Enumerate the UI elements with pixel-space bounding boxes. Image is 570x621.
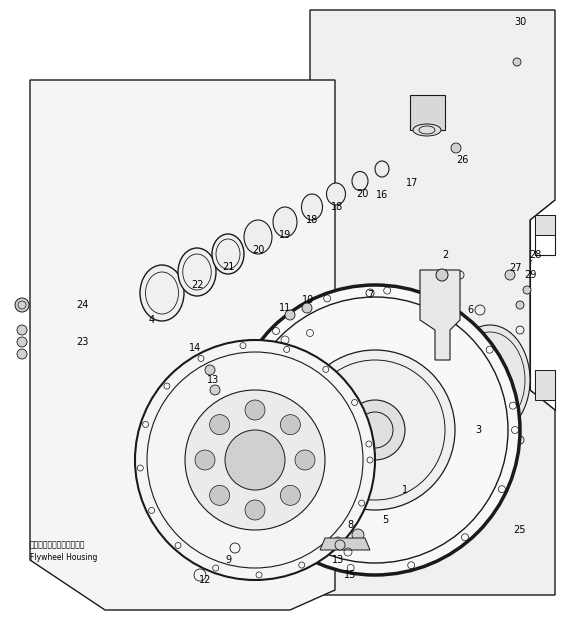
Circle shape — [15, 298, 29, 312]
Circle shape — [280, 415, 300, 435]
Text: 12: 12 — [199, 575, 211, 585]
Circle shape — [17, 325, 27, 335]
Text: 19: 19 — [279, 230, 291, 240]
Circle shape — [280, 486, 300, 505]
Text: フライホイールハウジング: フライホイールハウジング — [30, 540, 86, 550]
Circle shape — [516, 301, 524, 309]
Ellipse shape — [178, 248, 216, 296]
Text: 8: 8 — [347, 520, 353, 530]
Circle shape — [17, 349, 27, 359]
Text: 30: 30 — [514, 17, 526, 27]
Circle shape — [352, 529, 364, 541]
Text: 25: 25 — [514, 525, 526, 535]
Circle shape — [230, 285, 520, 575]
Text: 23: 23 — [76, 337, 88, 347]
Text: 20: 20 — [252, 245, 264, 255]
Text: 17: 17 — [406, 178, 418, 188]
Text: 22: 22 — [191, 280, 203, 290]
Text: 11: 11 — [279, 303, 291, 313]
Circle shape — [295, 350, 455, 510]
Text: 18: 18 — [306, 215, 318, 225]
Circle shape — [302, 303, 312, 313]
Text: 21: 21 — [222, 262, 234, 272]
Polygon shape — [535, 215, 555, 235]
Circle shape — [195, 450, 215, 470]
Text: 27: 27 — [509, 263, 521, 273]
Text: 13: 13 — [332, 555, 344, 565]
Circle shape — [17, 337, 27, 347]
Text: 7: 7 — [367, 290, 373, 300]
Ellipse shape — [140, 265, 184, 321]
Circle shape — [285, 310, 295, 320]
Circle shape — [451, 143, 461, 153]
Ellipse shape — [352, 171, 368, 191]
Circle shape — [185, 390, 325, 530]
Text: Flywheel Housing: Flywheel Housing — [30, 553, 97, 563]
Text: 29: 29 — [524, 270, 536, 280]
Text: 26: 26 — [456, 155, 468, 165]
Text: 20: 20 — [356, 189, 368, 199]
Text: 18: 18 — [331, 202, 343, 212]
Ellipse shape — [327, 183, 345, 205]
Circle shape — [225, 430, 285, 490]
Circle shape — [335, 540, 345, 550]
Circle shape — [210, 415, 230, 435]
Text: 1: 1 — [402, 485, 408, 495]
Polygon shape — [535, 370, 555, 400]
Text: 10: 10 — [302, 295, 314, 305]
Text: 6: 6 — [467, 305, 473, 315]
Ellipse shape — [375, 161, 389, 177]
Ellipse shape — [302, 194, 323, 220]
Circle shape — [295, 450, 315, 470]
Text: 13: 13 — [207, 375, 219, 385]
Text: 2: 2 — [442, 250, 448, 260]
Circle shape — [210, 385, 220, 395]
Ellipse shape — [413, 124, 441, 136]
Polygon shape — [320, 538, 370, 550]
Polygon shape — [310, 10, 555, 595]
Ellipse shape — [450, 325, 530, 435]
Text: 5: 5 — [382, 515, 388, 525]
Text: 24: 24 — [76, 300, 88, 310]
Circle shape — [436, 269, 448, 281]
Polygon shape — [420, 270, 460, 360]
Text: 9: 9 — [225, 555, 231, 565]
Polygon shape — [30, 80, 335, 610]
Text: 16: 16 — [376, 190, 388, 200]
Circle shape — [513, 58, 521, 66]
Circle shape — [245, 400, 265, 420]
Ellipse shape — [273, 207, 297, 237]
Circle shape — [345, 400, 405, 460]
Text: 4: 4 — [149, 315, 155, 325]
Ellipse shape — [212, 234, 244, 274]
Polygon shape — [410, 95, 445, 130]
Text: 28: 28 — [529, 250, 541, 260]
Ellipse shape — [244, 220, 272, 254]
Circle shape — [245, 500, 265, 520]
Text: 15: 15 — [344, 570, 356, 580]
Circle shape — [523, 286, 531, 294]
Circle shape — [505, 270, 515, 280]
Circle shape — [210, 486, 230, 505]
Circle shape — [205, 365, 215, 375]
Text: 3: 3 — [475, 425, 481, 435]
Circle shape — [135, 340, 375, 580]
Text: 14: 14 — [189, 343, 201, 353]
